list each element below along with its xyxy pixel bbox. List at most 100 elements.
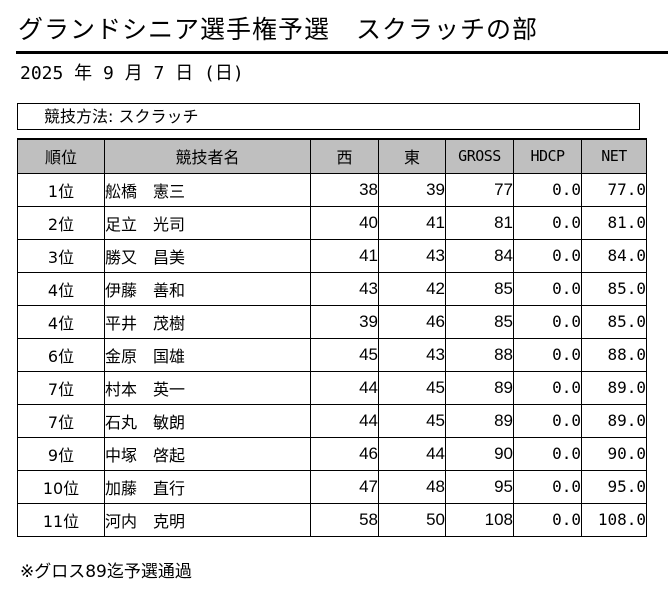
east-score-cell: 50 bbox=[378, 502, 446, 537]
player-name-cell: 中塚 啓起 bbox=[104, 436, 311, 471]
west-score-cell: 45 bbox=[310, 337, 379, 372]
qualification-note: ※グロス89迄予選通過 bbox=[20, 562, 192, 582]
rank-cell: 2位 bbox=[17, 205, 105, 240]
hdcp-cell: 0.0 bbox=[513, 502, 582, 537]
east-score-cell: 45 bbox=[378, 403, 446, 438]
net-score-cell: 85.0 bbox=[581, 304, 647, 339]
hdcp-cell: 0.0 bbox=[513, 370, 582, 405]
east-score-cell: 42 bbox=[378, 271, 446, 306]
net-score-cell: 84.0 bbox=[581, 238, 647, 273]
hdcp-cell: 0.0 bbox=[513, 403, 582, 438]
hdcp-cell: 0.0 bbox=[513, 337, 582, 372]
rank-cell: 4位 bbox=[17, 271, 105, 306]
net-score-cell: 88.0 bbox=[581, 337, 647, 372]
west-score-cell: 41 bbox=[310, 238, 379, 273]
gross-score-cell: 89 bbox=[445, 370, 514, 405]
east-score-cell: 43 bbox=[378, 238, 446, 273]
rank-header: 順位 bbox=[17, 138, 105, 174]
east-header: 東 bbox=[378, 138, 446, 174]
table-row: 10位 加藤 直行 47 48 95 0.0 95.0 bbox=[17, 469, 647, 504]
gross-score-cell: 90 bbox=[445, 436, 514, 471]
player-name-cell: 金原 国雄 bbox=[104, 337, 311, 372]
name-header: 競技者名 bbox=[104, 138, 311, 174]
competition-method: 競技方法: スクラッチ bbox=[17, 103, 640, 130]
net-score-cell: 90.0 bbox=[581, 436, 647, 471]
net-header: NET bbox=[581, 138, 647, 174]
west-score-cell: 40 bbox=[310, 205, 379, 240]
player-name-cell: 勝又 昌美 bbox=[104, 238, 311, 273]
table-row: 7位 石丸 敏朗 44 45 89 0.0 89.0 bbox=[17, 403, 647, 438]
page-title: グランドシニア選手権予選 スクラッチの部 bbox=[18, 15, 539, 44]
net-score-cell: 89.0 bbox=[581, 403, 647, 438]
east-score-cell: 48 bbox=[378, 469, 446, 504]
hdcp-cell: 0.0 bbox=[513, 436, 582, 471]
east-score-cell: 44 bbox=[378, 436, 446, 471]
hdcp-cell: 0.0 bbox=[513, 238, 582, 273]
gross-score-cell: 77 bbox=[445, 172, 514, 207]
rank-cell: 6位 bbox=[17, 337, 105, 372]
east-score-cell: 41 bbox=[378, 205, 446, 240]
player-name-cell: 伊藤 善和 bbox=[104, 271, 311, 306]
table-row: 2位 足立 光司 40 41 81 0.0 81.0 bbox=[17, 205, 647, 240]
player-name-cell: 石丸 敏朗 bbox=[104, 403, 311, 438]
rank-cell: 9位 bbox=[17, 436, 105, 471]
east-score-cell: 43 bbox=[378, 337, 446, 372]
player-name-cell: 舩橋 憲三 bbox=[104, 172, 311, 207]
east-score-cell: 45 bbox=[378, 370, 446, 405]
hdcp-cell: 0.0 bbox=[513, 172, 582, 207]
gross-score-cell: 85 bbox=[445, 304, 514, 339]
rank-cell: 4位 bbox=[17, 304, 105, 339]
table-row: 3位 勝又 昌美 41 43 84 0.0 84.0 bbox=[17, 238, 647, 273]
hdcp-cell: 0.0 bbox=[513, 304, 582, 339]
rank-cell: 3位 bbox=[17, 238, 105, 273]
table-row: 1位 舩橋 憲三 38 39 77 0.0 77.0 bbox=[17, 172, 647, 207]
table-row: 4位 伊藤 善和 43 42 85 0.0 85.0 bbox=[17, 271, 647, 306]
west-score-cell: 39 bbox=[310, 304, 379, 339]
net-score-cell: 95.0 bbox=[581, 469, 647, 504]
table-row: 11位 河内 克明 58 50 108 0.0 108.0 bbox=[17, 502, 647, 537]
player-name-cell: 村本 英一 bbox=[104, 370, 311, 405]
gross-score-cell: 85 bbox=[445, 271, 514, 306]
gross-score-cell: 108 bbox=[445, 502, 514, 537]
player-name-cell: 河内 克明 bbox=[104, 502, 311, 537]
player-name-cell: 平井 茂樹 bbox=[104, 304, 311, 339]
gross-header: GROSS bbox=[445, 138, 514, 174]
hdcp-cell: 0.0 bbox=[513, 205, 582, 240]
table-row: 4位 平井 茂樹 39 46 85 0.0 85.0 bbox=[17, 304, 647, 339]
rank-cell: 11位 bbox=[17, 502, 105, 537]
gross-score-cell: 84 bbox=[445, 238, 514, 273]
east-score-cell: 46 bbox=[378, 304, 446, 339]
net-score-cell: 85.0 bbox=[581, 271, 647, 306]
net-score-cell: 108.0 bbox=[581, 502, 647, 537]
results-table: 順位 競技者名 西 東 GROSS HDCP NET 1位 舩橋 憲三 38 39 77… bbox=[17, 138, 647, 537]
west-score-cell: 38 bbox=[310, 172, 379, 207]
rank-cell: 10位 bbox=[17, 469, 105, 504]
west-score-cell: 43 bbox=[310, 271, 379, 306]
table-row: 7位 村本 英一 44 45 89 0.0 89.0 bbox=[17, 370, 647, 405]
event-date: 2025 年 9 月 7 日 (日) bbox=[20, 63, 244, 84]
west-score-cell: 44 bbox=[310, 370, 379, 405]
rank-cell: 7位 bbox=[17, 403, 105, 438]
player-name-cell: 加藤 直行 bbox=[104, 469, 311, 504]
hdcp-cell: 0.0 bbox=[513, 271, 582, 306]
gross-score-cell: 89 bbox=[445, 403, 514, 438]
table-row: 6位 金原 国雄 45 43 88 0.0 88.0 bbox=[17, 337, 647, 372]
gross-score-cell: 81 bbox=[445, 205, 514, 240]
net-score-cell: 81.0 bbox=[581, 205, 647, 240]
west-score-cell: 47 bbox=[310, 469, 379, 504]
hdcp-header: HDCP bbox=[513, 138, 582, 174]
header-row: 順位 競技者名 西 東 GROSS HDCP NET bbox=[17, 138, 647, 174]
gross-score-cell: 95 bbox=[445, 469, 514, 504]
player-name-cell: 足立 光司 bbox=[104, 205, 311, 240]
west-score-cell: 58 bbox=[310, 502, 379, 537]
title-underline bbox=[16, 51, 668, 54]
hdcp-cell: 0.0 bbox=[513, 469, 582, 504]
gross-score-cell: 88 bbox=[445, 337, 514, 372]
rank-cell: 7位 bbox=[17, 370, 105, 405]
east-score-cell: 39 bbox=[378, 172, 446, 207]
west-header: 西 bbox=[310, 138, 379, 174]
table-row: 9位 中塚 啓起 46 44 90 0.0 90.0 bbox=[17, 436, 647, 471]
west-score-cell: 46 bbox=[310, 436, 379, 471]
net-score-cell: 77.0 bbox=[581, 172, 647, 207]
rank-cell: 1位 bbox=[17, 172, 105, 207]
